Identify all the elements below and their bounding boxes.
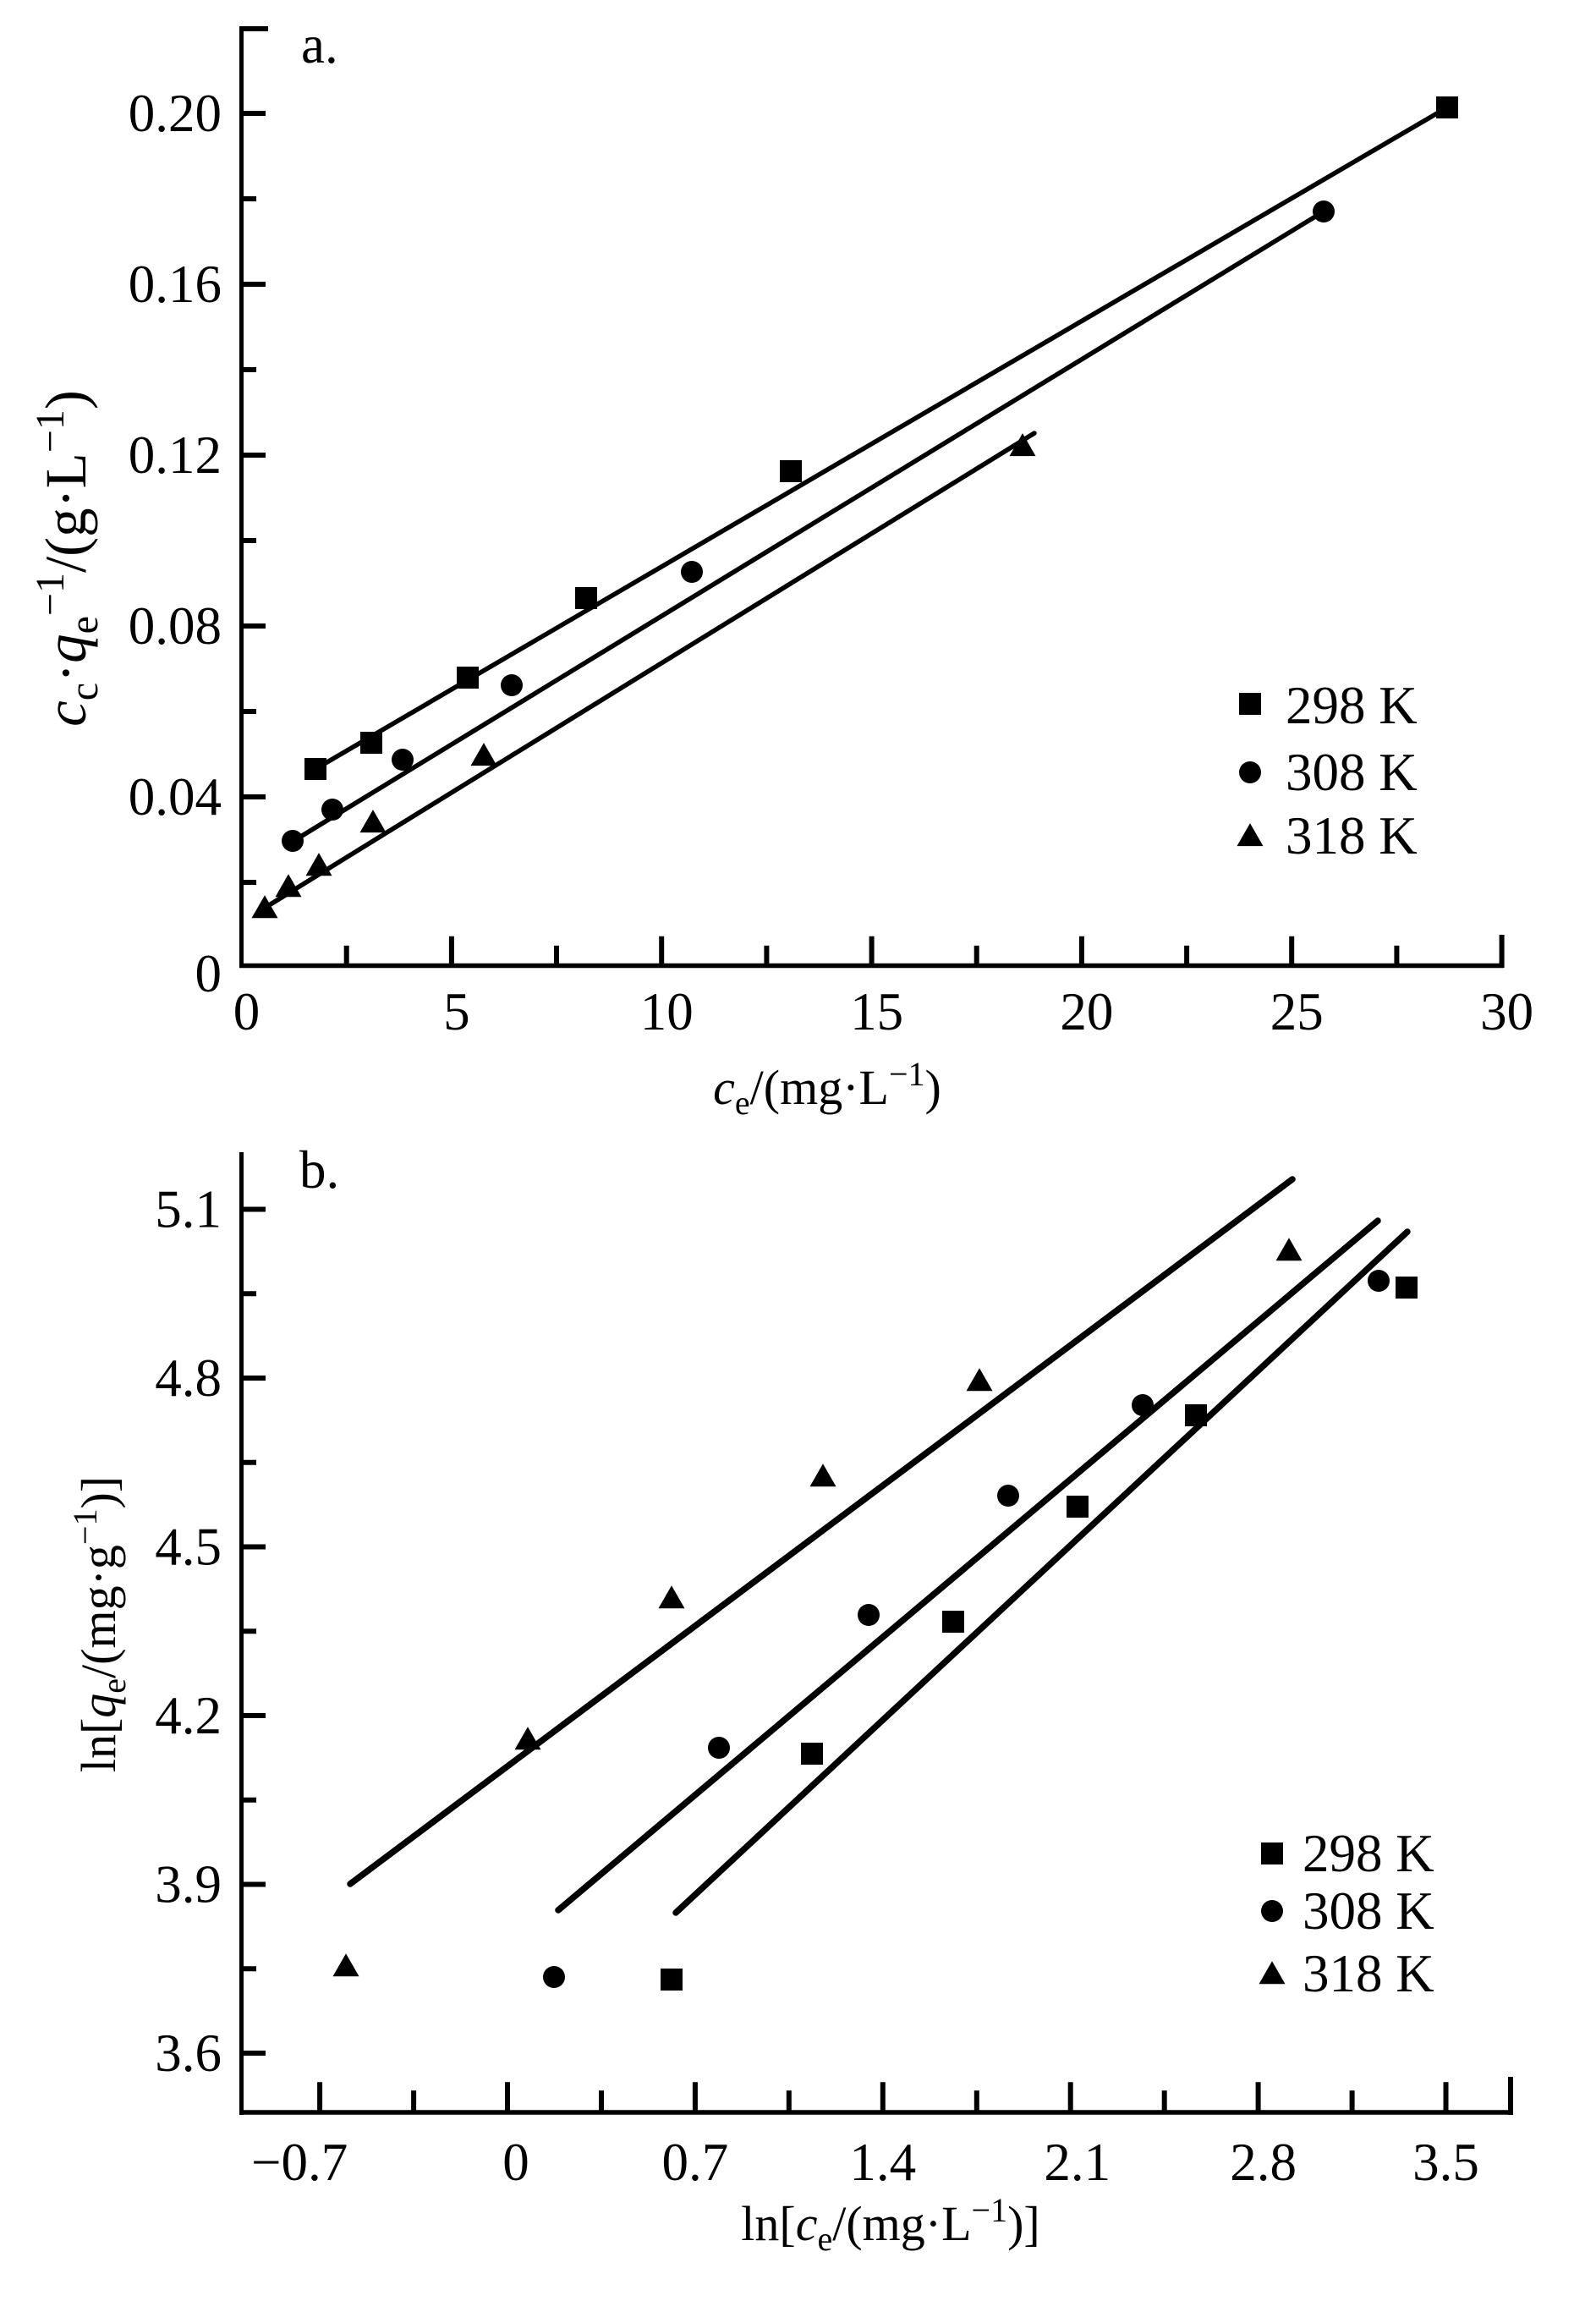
svg-text:0: 0 bbox=[233, 982, 261, 1041]
svg-text:30: 30 bbox=[1480, 982, 1533, 1041]
svg-text:25: 25 bbox=[1270, 982, 1324, 1041]
svg-text:0: 0 bbox=[502, 2133, 529, 2192]
svg-text:5: 5 bbox=[443, 982, 470, 1041]
svg-text:0: 0 bbox=[195, 944, 222, 1003]
svg-text:b.: b. bbox=[299, 1140, 339, 1200]
svg-text:−0.7: −0.7 bbox=[251, 2133, 348, 2192]
svg-text:308 K: 308 K bbox=[1303, 1881, 1434, 1941]
svg-text:3.6: 3.6 bbox=[155, 2024, 222, 2083]
svg-text:5.1: 5.1 bbox=[155, 1180, 222, 1239]
svg-text:0.12: 0.12 bbox=[129, 426, 222, 485]
svg-text:0.7: 0.7 bbox=[662, 2133, 729, 2192]
svg-text:2.8: 2.8 bbox=[1230, 2133, 1297, 2192]
svg-text:a.: a. bbox=[301, 15, 338, 74]
svg-text:0.04: 0.04 bbox=[129, 767, 222, 826]
svg-text:4.5: 4.5 bbox=[155, 1518, 222, 1577]
svg-text:1.4: 1.4 bbox=[849, 2133, 916, 2192]
svg-text:15: 15 bbox=[850, 982, 903, 1041]
svg-text:4.2: 4.2 bbox=[155, 1686, 222, 1745]
svg-text:ce/(mg·L−1): ce/(mg·L−1) bbox=[713, 1055, 941, 1122]
svg-text:308 K: 308 K bbox=[1286, 743, 1418, 802]
svg-text:2.1: 2.1 bbox=[1044, 2133, 1111, 2192]
svg-text:4.8: 4.8 bbox=[155, 1348, 222, 1408]
svg-text:3.9: 3.9 bbox=[155, 1855, 222, 1914]
svg-text:298 K: 298 K bbox=[1286, 676, 1418, 735]
svg-text:0.08: 0.08 bbox=[129, 596, 222, 656]
svg-text:0.16: 0.16 bbox=[129, 255, 222, 314]
svg-text:cc·qe−1/(g·L−1): cc·qe−1/(g·L−1) bbox=[28, 390, 107, 727]
svg-text:20: 20 bbox=[1060, 982, 1113, 1041]
svg-text:ln[ce/(mg·L−1)]: ln[ce/(mg·L−1)] bbox=[741, 2191, 1039, 2258]
svg-text:318 K: 318 K bbox=[1303, 1944, 1434, 2003]
svg-text:10: 10 bbox=[640, 982, 694, 1041]
svg-text:3.5: 3.5 bbox=[1412, 2133, 1479, 2192]
svg-text:0.20: 0.20 bbox=[129, 84, 222, 143]
svg-text:ln[qe/(mg·g−1)]: ln[qe/(mg·g−1)] bbox=[66, 1476, 133, 1772]
svg-text:298 K: 298 K bbox=[1303, 1824, 1434, 1883]
svg-text:318 K: 318 K bbox=[1286, 806, 1418, 865]
